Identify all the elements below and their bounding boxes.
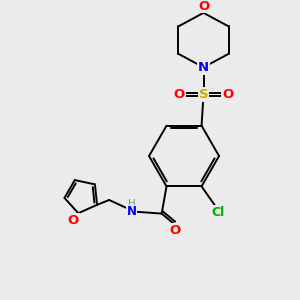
- Text: O: O: [222, 88, 233, 101]
- Text: O: O: [170, 224, 181, 237]
- Text: Cl: Cl: [212, 206, 225, 219]
- Text: O: O: [174, 88, 185, 101]
- Text: O: O: [68, 214, 79, 226]
- Text: N: N: [127, 205, 136, 218]
- Text: S: S: [199, 88, 208, 101]
- Text: O: O: [198, 0, 209, 13]
- Text: N: N: [198, 61, 209, 74]
- Text: H: H: [128, 199, 135, 209]
